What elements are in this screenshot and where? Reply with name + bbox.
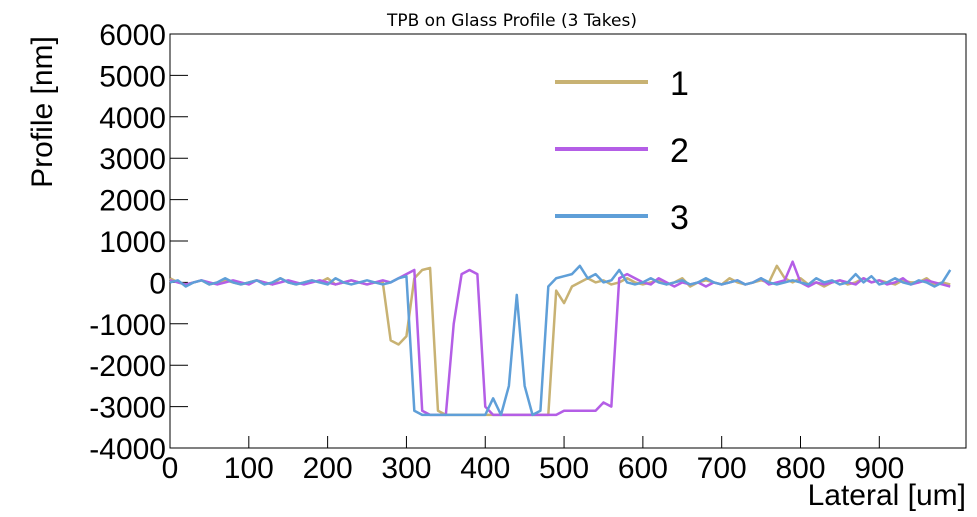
x-tick-label: 300: [381, 452, 431, 485]
series-line: [169, 264, 952, 417]
legend-label: 1: [670, 65, 689, 103]
y-tick-label: 6000: [99, 19, 166, 52]
y-tick-label: 3000: [99, 143, 166, 176]
x-tick-label: 700: [697, 452, 747, 485]
y-axis-label: Profile [nm]: [26, 36, 59, 188]
plot-frame: [169, 33, 967, 449]
x-tick-label: 100: [224, 452, 274, 485]
y-tick-label: -2000: [89, 350, 166, 383]
x-tick-label: 600: [618, 452, 668, 485]
series-line: [169, 264, 951, 417]
x-tick-label: 500: [539, 452, 589, 485]
x-tick-label: 900: [854, 452, 904, 485]
y-tick-label: -3000: [89, 392, 166, 425]
series-line: [169, 260, 951, 417]
y-tick-label: -4000: [89, 433, 166, 466]
y-tick-label: 4000: [99, 102, 166, 135]
x-tick-label: 0: [162, 452, 179, 485]
legend-label: 3: [670, 199, 689, 237]
legend-label: 2: [670, 132, 689, 170]
chart-title: TPB on Glass Profile (3 Takes): [386, 11, 637, 31]
y-tick-label: -1000: [89, 309, 166, 342]
y-tick-label: 0: [149, 267, 166, 300]
x-tick-label: 400: [460, 452, 510, 485]
y-tick-label: 2000: [99, 185, 166, 218]
x-axis-label: Lateral [um]: [808, 479, 966, 512]
x-tick-label: 800: [775, 452, 825, 485]
y-tick-label: 1000: [99, 226, 166, 259]
y-tick-label: 5000: [99, 60, 166, 93]
x-tick-label: 200: [303, 452, 353, 485]
